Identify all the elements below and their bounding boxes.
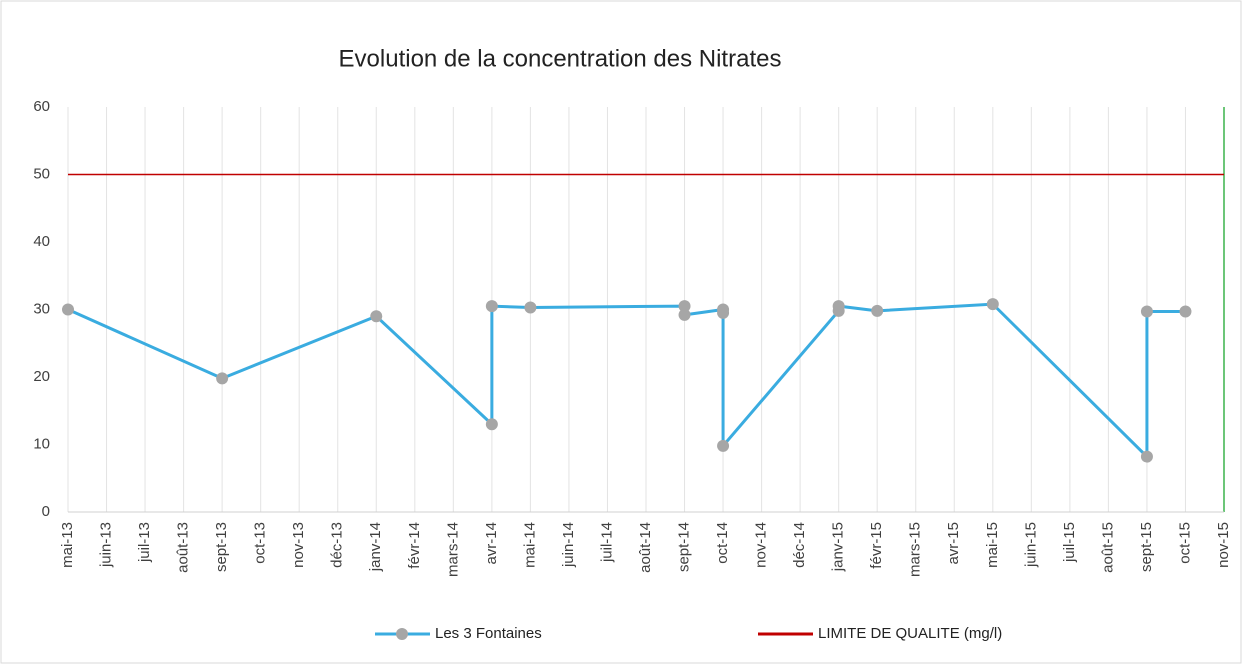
x-tick-label: juin-14 bbox=[560, 522, 577, 568]
x-tick-label: juin-15 bbox=[1022, 522, 1039, 568]
chart-title: Evolution de la concentration des Nitrat… bbox=[339, 45, 782, 72]
x-tick-label: août-14 bbox=[637, 522, 654, 573]
x-tick-label: déc-13 bbox=[329, 522, 346, 568]
x-tick-label: sept-14 bbox=[676, 522, 693, 572]
data-point bbox=[832, 300, 845, 313]
data-point bbox=[524, 301, 537, 314]
x-tick-label: août-13 bbox=[175, 522, 192, 573]
x-tick-label: juil-15 bbox=[1061, 522, 1078, 563]
y-tick-label: 60 bbox=[33, 98, 50, 115]
x-tick-label: juin-13 bbox=[98, 522, 115, 568]
data-point bbox=[485, 418, 498, 431]
legend-label: LIMITE DE QUALITE (mg/l) bbox=[818, 625, 1002, 642]
x-tick-label: mars-14 bbox=[444, 522, 461, 577]
x-tick-label: sept-15 bbox=[1138, 522, 1155, 572]
x-tick-label: janv-14 bbox=[367, 522, 384, 572]
y-tick-label: 50 bbox=[33, 165, 50, 182]
data-point bbox=[678, 308, 691, 321]
x-tick-label: sept-13 bbox=[213, 522, 230, 572]
y-tick-label: 30 bbox=[33, 300, 50, 317]
x-tick-label: mai-14 bbox=[521, 522, 538, 568]
data-point bbox=[216, 372, 229, 385]
legend-item: LIMITE DE QUALITE (mg/l) bbox=[758, 625, 1002, 642]
x-tick-label: avr-15 bbox=[945, 522, 962, 565]
x-tick-label: nov-13 bbox=[290, 522, 307, 568]
x-tick-label: juil-14 bbox=[598, 522, 615, 563]
x-tick-label: févr-14 bbox=[406, 522, 423, 569]
x-tick-label: janv-15 bbox=[830, 522, 847, 572]
x-tick-label: févr-15 bbox=[868, 522, 885, 569]
x-tick-label: avr-14 bbox=[483, 522, 500, 565]
x-tick-label: déc-14 bbox=[791, 522, 808, 568]
x-tick-label: juil-13 bbox=[136, 522, 153, 563]
x-tick-label: août-15 bbox=[1099, 522, 1116, 573]
x-tick-label: oct-13 bbox=[252, 522, 269, 564]
legend-label: Les 3 Fontaines bbox=[435, 625, 542, 642]
x-tick-label: mars-15 bbox=[907, 522, 924, 577]
legend-item: Les 3 Fontaines bbox=[375, 625, 542, 642]
data-point bbox=[678, 300, 691, 313]
data-point bbox=[1140, 450, 1153, 463]
data-point bbox=[717, 306, 730, 319]
y-tick-label: 40 bbox=[33, 233, 50, 250]
y-tick-label: 0 bbox=[42, 503, 50, 520]
x-tick-label: mai-13 bbox=[59, 522, 76, 568]
data-point bbox=[485, 300, 498, 313]
x-tick-label: nov-14 bbox=[753, 522, 770, 568]
y-tick-label: 20 bbox=[33, 368, 50, 385]
x-tick-label: oct-15 bbox=[1176, 522, 1193, 564]
data-point bbox=[1179, 305, 1192, 318]
x-tick-label: oct-14 bbox=[714, 522, 731, 564]
data-point bbox=[370, 310, 383, 323]
data-point bbox=[986, 298, 999, 311]
data-point bbox=[717, 439, 730, 452]
x-tick-label: nov-15 bbox=[1215, 522, 1232, 568]
data-point bbox=[871, 304, 884, 317]
legend-marker bbox=[396, 628, 408, 640]
x-tick-label: mai-15 bbox=[984, 522, 1001, 568]
data-point bbox=[62, 303, 74, 316]
y-tick-label: 10 bbox=[33, 435, 50, 452]
data-point bbox=[1140, 305, 1153, 318]
